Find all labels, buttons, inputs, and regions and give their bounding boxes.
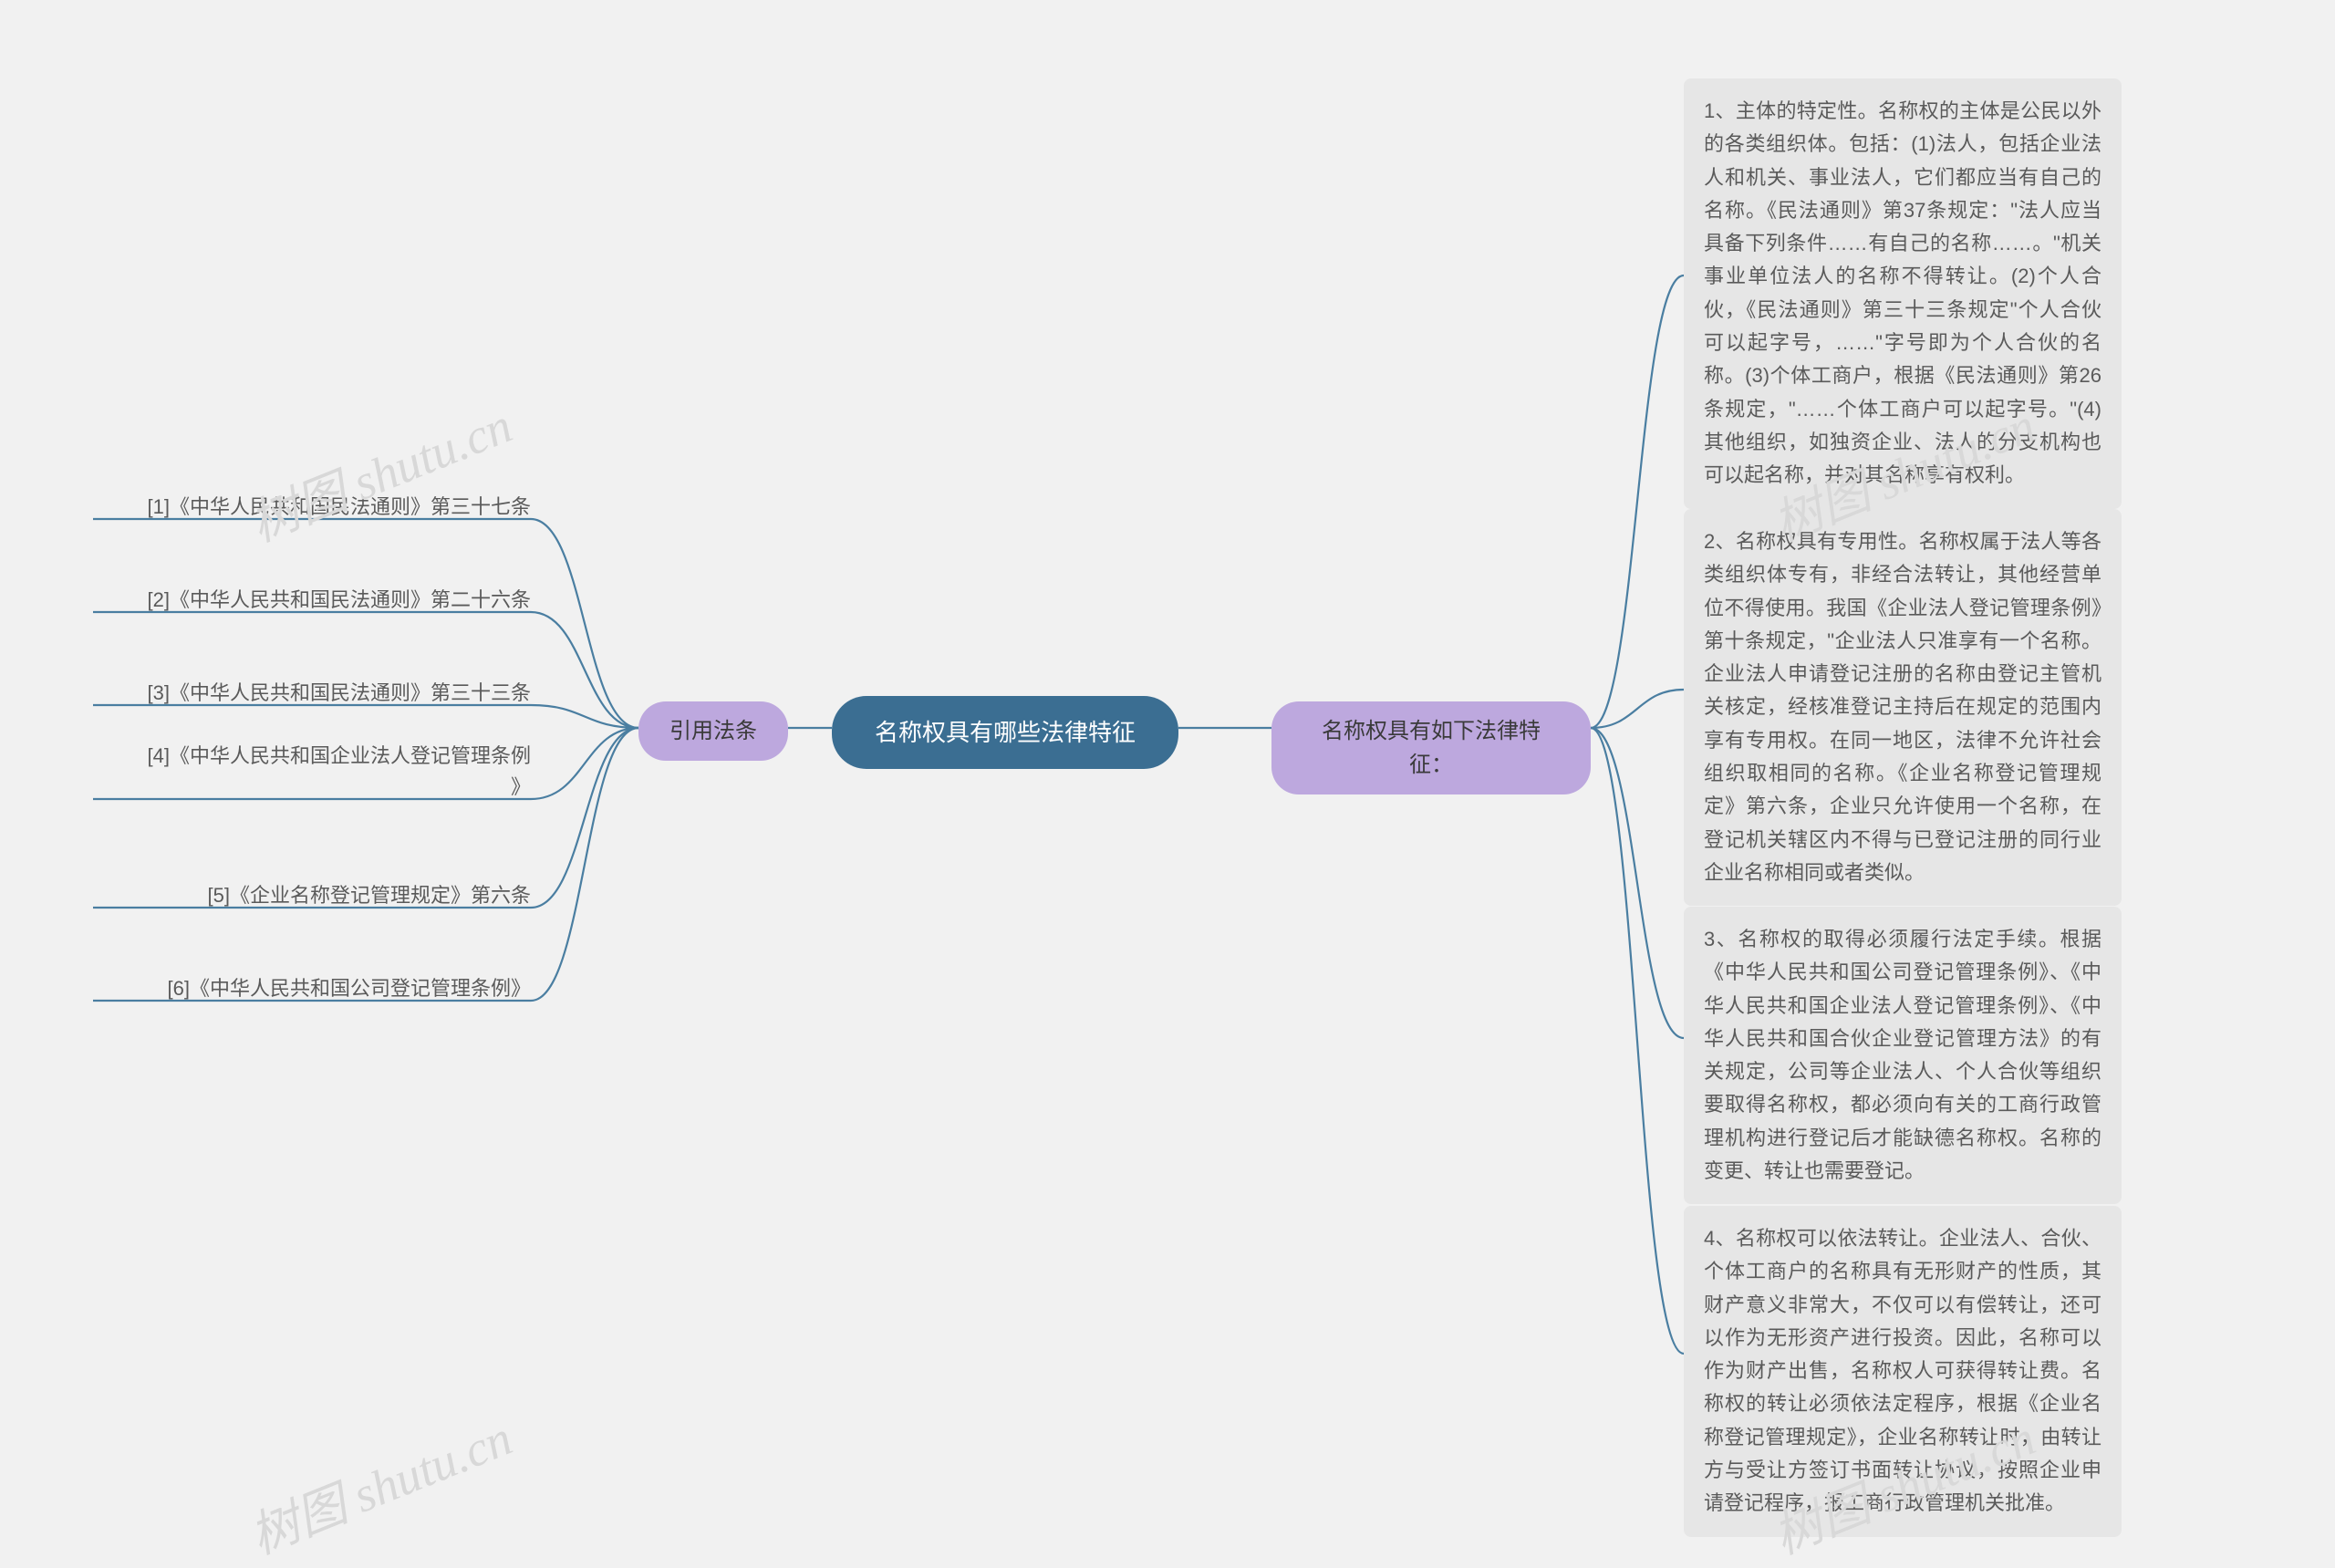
reference-leaf[interactable]: [5]《企业名称登记管理规定》第六条 — [93, 877, 531, 915]
connector — [1591, 690, 1684, 728]
reference-leaf[interactable]: [1]《中华人民共和国民法通则》第三十七条 — [93, 488, 531, 526]
reference-leaf[interactable]: [2]《中华人民共和国民法通则》第二十六条 — [93, 581, 531, 619]
reference-leaf[interactable]: [4]《中华人民共和国企业法人登记管理条例 》 — [93, 737, 531, 806]
connector — [531, 728, 638, 799]
connector — [531, 705, 638, 728]
watermark: 树图 shutu.cn — [237, 1397, 521, 1568]
characteristic-leaf[interactable]: 2、名称权具有专用性。名称权属于法人等各类组织体专有，非经合法转让，其他经营单位… — [1684, 509, 2122, 906]
reference-leaf[interactable]: [3]《中华人民共和国民法通则》第三十三条 — [93, 674, 531, 712]
connector — [531, 612, 638, 728]
connector — [1591, 728, 1684, 1354]
connector — [531, 728, 638, 1001]
connector — [531, 519, 638, 728]
characteristic-leaf[interactable]: 4、名称权可以依法转让。企业法人、合伙、个体工商户的名称具有无形财产的性质，其财… — [1684, 1206, 2122, 1537]
connector — [531, 728, 638, 908]
connector — [1591, 728, 1684, 1038]
watermark: 树图 shutu.cn — [237, 385, 521, 556]
reference-leaf[interactable]: [6]《中华人民共和国公司登记管理条例》 — [93, 970, 531, 1008]
connector — [1591, 275, 1684, 728]
characteristic-leaf[interactable]: 3、名称权的取得必须履行法定手续。根据《中华人民共和国公司登记管理条例》、《中华… — [1684, 907, 2122, 1204]
branch-right-characteristics[interactable]: 名称权具有如下法律特征： — [1271, 701, 1591, 794]
mindmap-root[interactable]: 名称权具有哪些法律特征 — [832, 696, 1178, 769]
branch-left-references[interactable]: 引用法条 — [638, 701, 788, 761]
characteristic-leaf[interactable]: 1、主体的特定性。名称权的主体是公民以外的各类组织体。包括：(1)法人，包括企业… — [1684, 78, 2122, 509]
